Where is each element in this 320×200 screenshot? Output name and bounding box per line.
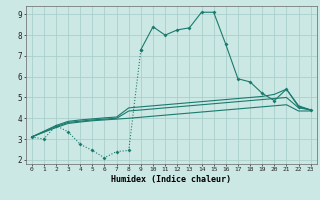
X-axis label: Humidex (Indice chaleur): Humidex (Indice chaleur) <box>111 175 231 184</box>
